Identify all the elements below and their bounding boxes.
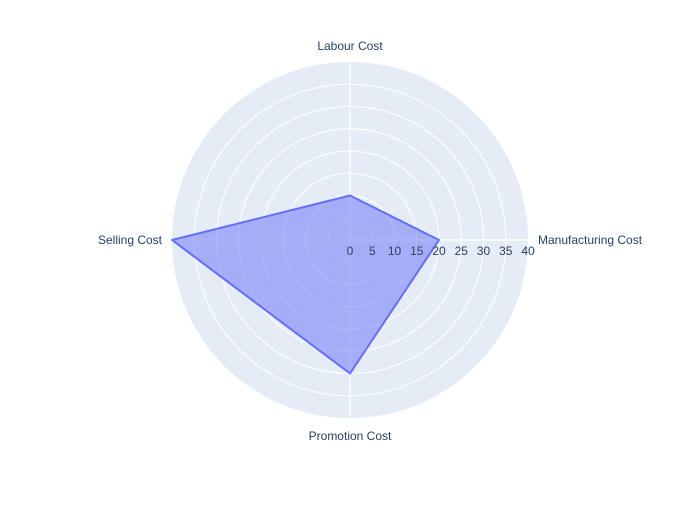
radial-tick-label: 40: [521, 244, 535, 258]
category-label-selling-cost: Selling Cost: [98, 233, 163, 247]
category-label-manufacturing-cost: Manufacturing Cost: [538, 233, 643, 247]
category-label-labour-cost: Labour Cost: [317, 39, 383, 53]
radial-tick-label: 15: [410, 244, 424, 258]
category-label-promotion-cost: Promotion Cost: [309, 429, 392, 443]
radial-tick-label: 20: [432, 244, 446, 258]
radial-tick-label: 30: [477, 244, 491, 258]
radial-tick-label: 10: [388, 244, 402, 258]
radial-tick-label: 0: [347, 244, 354, 258]
radial-tick-label: 5: [369, 244, 376, 258]
radial-tick-label: 35: [499, 244, 513, 258]
radial-tick-label: 25: [455, 244, 469, 258]
